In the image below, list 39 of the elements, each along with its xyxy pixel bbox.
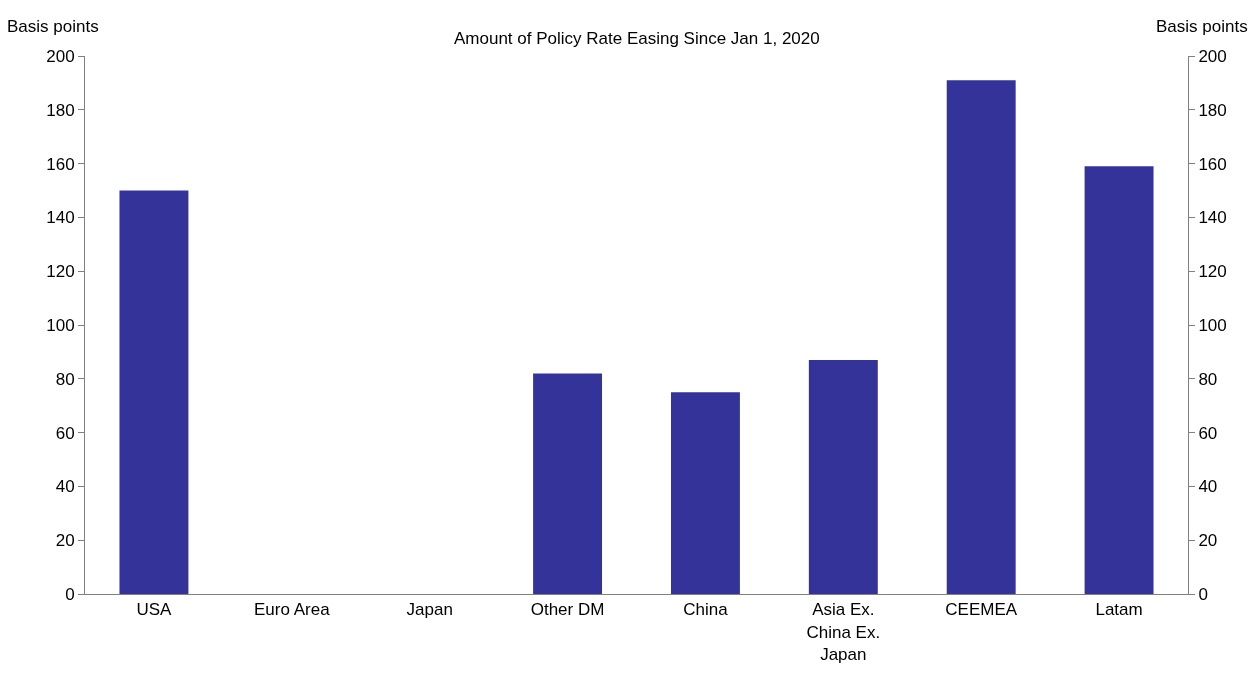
bar <box>119 190 189 594</box>
x-tick-label: Asia Ex. China Ex. Japan <box>806 600 881 664</box>
y-tick-label: 140 <box>46 208 75 228</box>
y2-tick-label: 20 <box>1198 531 1218 551</box>
y2-tick-label: 0 <box>1198 584 1208 604</box>
chart-title: Amount of Policy Rate Easing Since Jan 1, 2020 <box>454 29 820 48</box>
bar <box>670 392 740 594</box>
y2-tick-label: 200 <box>1198 46 1227 66</box>
y-tick-label: 0 <box>65 584 75 604</box>
y-tick-label: 180 <box>46 100 75 120</box>
y-axis-title: Basis points <box>7 17 99 36</box>
y-tick-label: 200 <box>46 46 75 66</box>
y-tick-label: 100 <box>46 315 75 335</box>
y2-tick-label: 120 <box>1198 262 1227 282</box>
y2-tick-label: 40 <box>1198 477 1218 497</box>
x-tick-label: USA <box>136 600 173 620</box>
bar <box>533 373 603 594</box>
y-tick-label: 40 <box>55 477 75 497</box>
y2-tick-label: 160 <box>1198 154 1227 174</box>
y2-tick-label: 140 <box>1198 208 1227 228</box>
x-tick-label: CEEMEA <box>945 600 1018 620</box>
y-tick-label: 80 <box>55 369 75 389</box>
bar <box>946 80 1016 594</box>
x-tick-label: China <box>683 600 729 620</box>
bar <box>808 359 878 594</box>
x-tick-label: Japan <box>406 600 453 620</box>
y2-tick-label: 80 <box>1198 369 1218 389</box>
y2-tick-label: 100 <box>1198 315 1227 335</box>
y-tick-label: 60 <box>55 423 75 443</box>
x-tick-label: Other DM <box>530 600 605 620</box>
y-tick-label: 20 <box>55 531 75 551</box>
y2-tick-label: 180 <box>1198 100 1227 120</box>
y-tick-label: 120 <box>46 262 75 282</box>
x-tick-label: Latam <box>1095 600 1143 620</box>
bar <box>1084 166 1154 594</box>
y2-tick-label: 60 <box>1198 423 1218 443</box>
x-tick-label: Euro Area <box>254 600 331 620</box>
y-tick-label: 160 <box>46 154 75 174</box>
y2-axis-title: Basis points <box>1156 17 1248 36</box>
